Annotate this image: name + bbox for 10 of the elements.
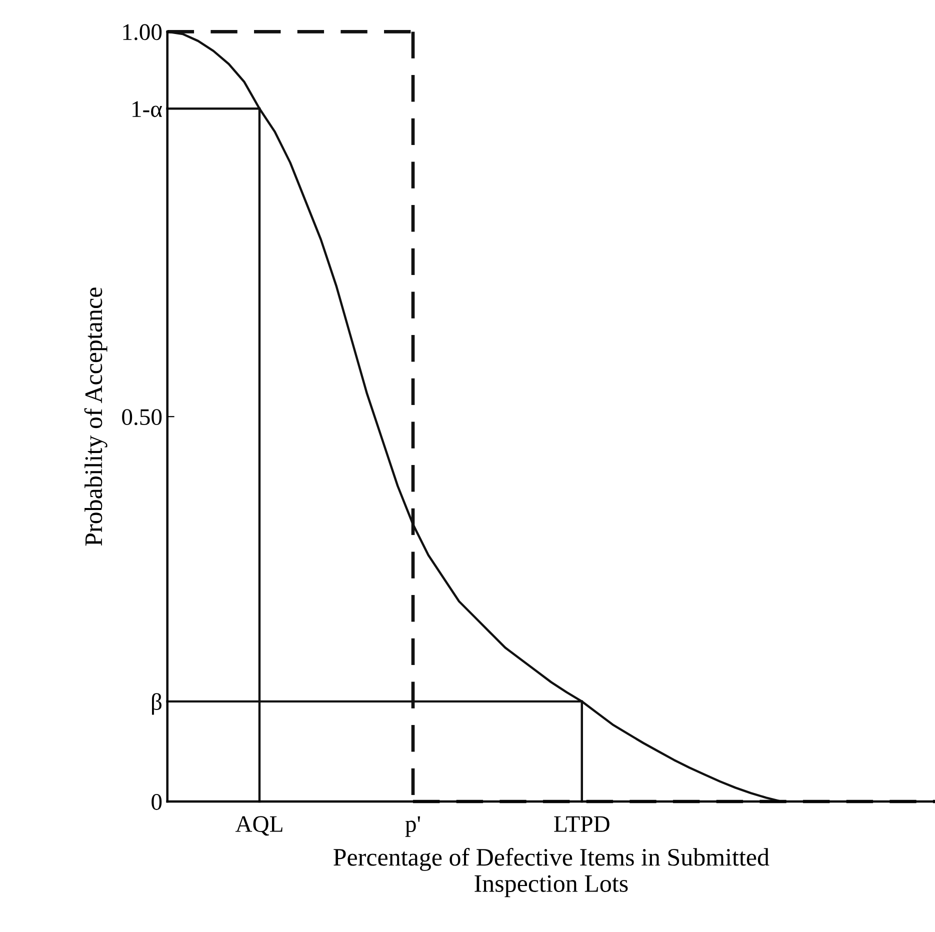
y-tick-label: 0.50 — [122, 409, 162, 426]
x-tick-label: LTPD — [554, 816, 610, 832]
x-tick-label: AQL — [235, 816, 282, 836]
y-tick-label: 0 — [152, 794, 162, 810]
x-axis-title: Percentage of Defective Items in Submitted Inspection Lots — [334, 848, 770, 898]
y-tick-label: β — [152, 693, 162, 715]
x-tick-label: p' — [405, 816, 420, 837]
y-tick-label: 1-α — [132, 101, 162, 118]
y-tick-label: 1.00 — [123, 24, 162, 40]
y-axis-title: Probability of Acceptance — [84, 288, 108, 546]
